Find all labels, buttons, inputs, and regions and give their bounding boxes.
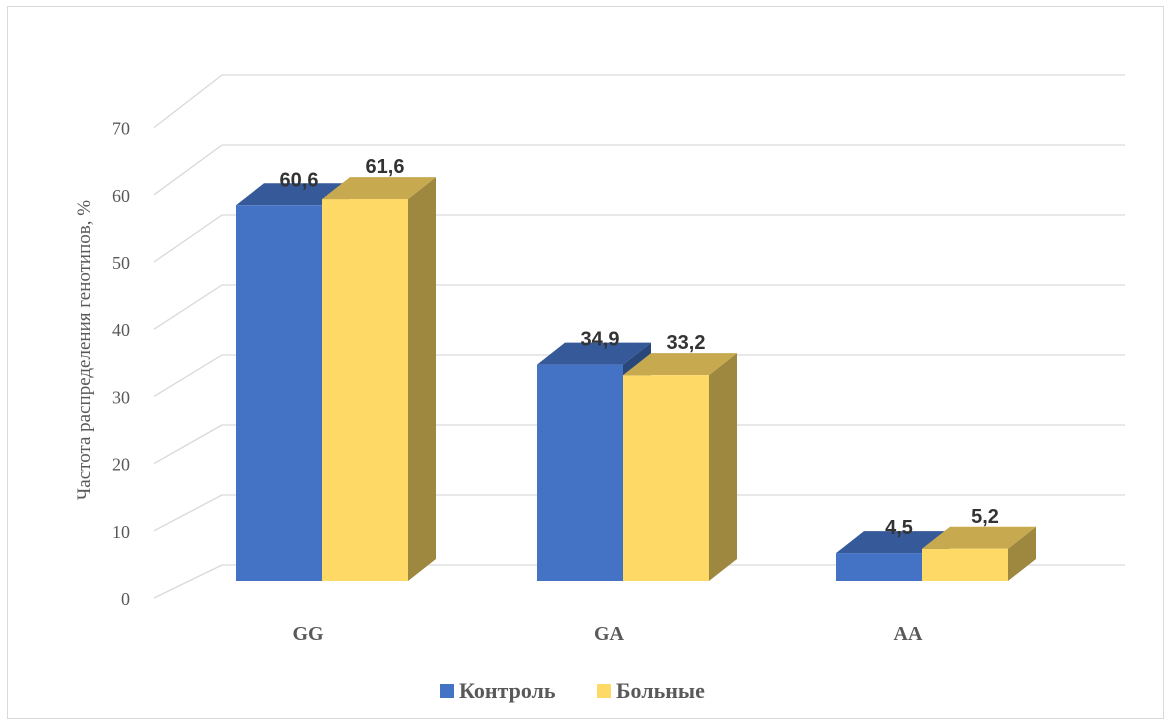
y-axis-ticks: 0 10 20 30 40 50 60 70 <box>112 119 130 609</box>
legend-swatch-kontrol <box>440 684 454 698</box>
bar-GG-bolnye <box>322 177 436 581</box>
bar-side-face <box>709 353 737 581</box>
legend-label-bolnye: Больные <box>616 678 705 703</box>
y-tick-label: 30 <box>112 387 130 407</box>
bar-front-face <box>537 364 623 581</box>
y-tick-label: 70 <box>112 119 130 139</box>
bar-top-face <box>236 183 350 206</box>
bar-front-face <box>922 548 1008 581</box>
bar-top-face <box>623 353 737 376</box>
x-axis-categories: GG GA AA <box>292 623 923 645</box>
x-category-label: AA <box>894 623 923 645</box>
bar-side-face <box>1008 526 1036 581</box>
gridline-side-70 <box>153 74 223 129</box>
bar-top-face <box>836 531 950 554</box>
data-label: 34,9 <box>581 329 620 351</box>
gridline-side-60 <box>153 144 223 196</box>
data-label: 4,5 <box>885 517 913 539</box>
gridline-side-30 <box>153 354 223 397</box>
legend-label-kontrol: Контроль <box>459 678 556 703</box>
gridline-side-40 <box>153 284 223 330</box>
data-label: 5,2 <box>971 506 999 528</box>
bar-side-face <box>408 177 436 581</box>
bar-layer <box>236 177 1036 581</box>
bar-front-face <box>322 199 408 581</box>
y-tick-label: 40 <box>112 320 130 340</box>
data-label: 33,2 <box>667 332 706 354</box>
bar-top-face <box>322 177 436 200</box>
y-tick-label: 10 <box>112 522 130 542</box>
gridline-side-20 <box>153 424 223 465</box>
data-labels: 60,6 61,6 34,9 33,2 4,5 5,2 <box>280 156 999 539</box>
gridline-side-50 <box>153 214 223 263</box>
x-category-label: GA <box>594 623 625 645</box>
y-axis-label: Частота распределения генотипов, % <box>74 200 95 500</box>
y-tick-label: 20 <box>112 455 130 475</box>
bar-front-face <box>236 205 322 581</box>
legend-swatch-bolnye <box>597 684 611 698</box>
legend: Контроль Больные <box>440 678 705 703</box>
gridline-side-10 <box>153 494 223 532</box>
y-tick-label: 60 <box>112 186 130 206</box>
bar-AA-bolnye <box>922 526 1036 581</box>
x-category-label: GG <box>292 623 324 645</box>
data-label: 60,6 <box>280 169 319 191</box>
gridline-side-0 <box>153 564 223 599</box>
bar-top-face <box>537 342 651 365</box>
bar-front-face <box>623 375 709 581</box>
bar-front-face <box>836 553 922 581</box>
y-tick-label: 0 <box>121 589 130 609</box>
bar-GA-bolnye <box>623 353 737 581</box>
bar-top-face <box>922 526 1036 549</box>
data-label: 61,6 <box>366 156 405 178</box>
y-tick-label: 50 <box>112 253 130 273</box>
